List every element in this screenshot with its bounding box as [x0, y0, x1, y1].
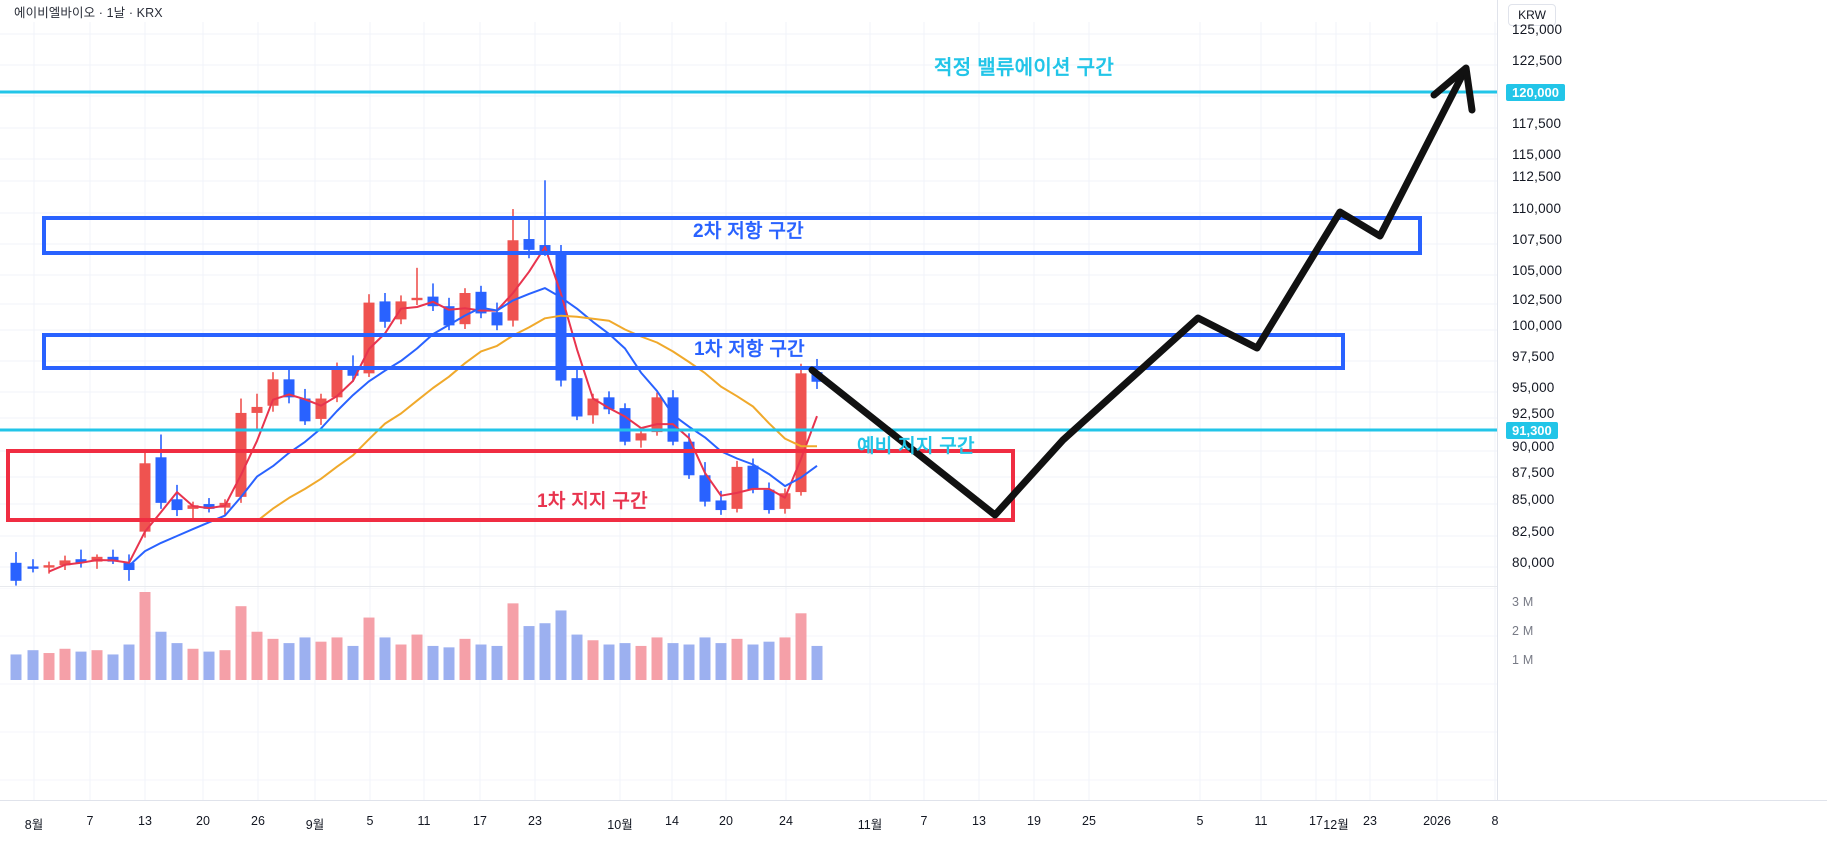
price-axis[interactable]: KRW 125,000 122,500 120,000 117,500 115,000 1…	[1497, 0, 1827, 800]
currency-chip[interactable]: KRW	[1508, 4, 1556, 26]
time-tick-label: 11월	[857, 818, 883, 832]
time-tick-label: 9월	[305, 818, 325, 832]
volume-pane	[0, 588, 1497, 800]
time-tick-label: 11	[417, 814, 431, 828]
time-tick-label: 11	[1254, 814, 1268, 828]
price-tick-label: 85,000	[1512, 492, 1555, 507]
price-level-badge[interactable]: 120,000	[1506, 84, 1565, 101]
time-tick-label: 14	[665, 814, 679, 828]
price-tick-label: 110,000	[1512, 201, 1562, 216]
symbol-title[interactable]: 에이비엘바이오 · 1날 · KRX	[14, 5, 163, 20]
price-tick-label: 82,500	[1512, 524, 1555, 539]
price-tick-label: 112,500	[1512, 169, 1562, 184]
price-level-badge[interactable]: 91,300	[1506, 422, 1558, 439]
volume-tick-label: 1 M	[1512, 653, 1534, 667]
time-tick-label: 8	[1491, 814, 1499, 828]
time-tick-label: 13	[138, 814, 152, 828]
time-axis[interactable]: 8월 7 13 20 26 9월 5 11 17 23 10월 14 20 24 11월 7 13 19 25 12월…	[0, 800, 1827, 841]
price-tick-label: 107,500	[1512, 232, 1563, 247]
price-tick-label: 122,500	[1512, 53, 1563, 68]
price-tick-label: 90,000	[1512, 439, 1555, 454]
price-tick-label: 80,000	[1512, 555, 1555, 570]
time-tick-label: 7	[86, 814, 94, 828]
time-tick-label: 26	[251, 814, 265, 828]
volume-grid	[0, 588, 1497, 800]
chart-header: 에이비엘바이오 · 1날 · KRX	[0, 0, 1497, 22]
time-tick-label: 10월	[607, 818, 633, 832]
time-tick-label: 17	[473, 814, 487, 828]
volume-series	[10, 592, 823, 680]
time-tick-label: 8월	[24, 818, 44, 832]
price-tick-label: 105,000	[1512, 263, 1563, 278]
time-tick-label: 20	[719, 814, 733, 828]
time-tick-label: 7	[920, 814, 928, 828]
price-tick-label: 92,500	[1512, 406, 1555, 421]
time-tick-label: 24	[779, 814, 793, 828]
time-tick-label: 5	[366, 814, 374, 828]
price-tick-label: 87,500	[1512, 465, 1555, 480]
time-tick-label: 23	[528, 814, 542, 828]
time-tick-label: 5	[1196, 814, 1204, 828]
time-tick-label: 13	[972, 814, 986, 828]
price-tick-label: 125,000	[1512, 22, 1563, 37]
time-tick-label: 25	[1082, 814, 1096, 828]
time-tick-label: 23	[1363, 814, 1377, 828]
price-tick-label: 97,500	[1512, 349, 1555, 364]
price-tick-label: 102,500	[1512, 292, 1563, 307]
pane-divider	[0, 586, 1497, 587]
time-tick-label: 19	[1027, 814, 1041, 828]
price-tick-label: 95,000	[1512, 380, 1555, 395]
price-tick-label: 100,000	[1512, 318, 1563, 333]
time-tick-label: 20	[196, 814, 210, 828]
time-tick-label: 12월	[1323, 818, 1349, 832]
time-tick-label: 17	[1309, 814, 1323, 828]
candlestick-series	[10, 180, 823, 586]
price-tick-label: 115,000	[1512, 147, 1562, 162]
volume-tick-label: 2 M	[1512, 624, 1534, 638]
price-tick-label: 117,500	[1512, 116, 1562, 131]
price-pane	[0, 22, 1497, 588]
volume-tick-label: 3 M	[1512, 595, 1534, 609]
time-tick-label: 2026	[1423, 814, 1451, 828]
